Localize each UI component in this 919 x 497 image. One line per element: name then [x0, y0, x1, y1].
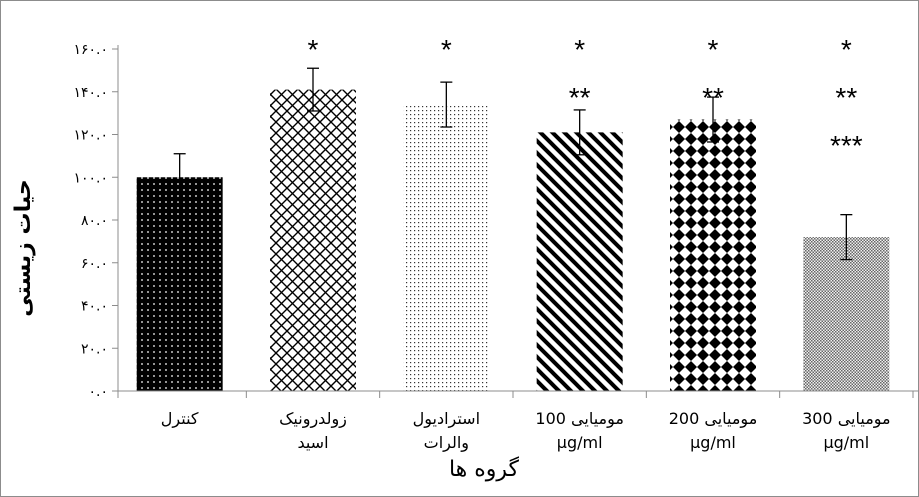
x-axis: [117, 390, 918, 398]
bar: [803, 237, 890, 391]
y-tick-label: ۲۰.۰: [81, 341, 108, 357]
y-tick-label: ۱۰۰.۰: [73, 170, 108, 186]
y-tick-label: ۱۴۰.۰: [73, 85, 108, 101]
x-category-label: مومیایی 300: [802, 409, 891, 429]
bar: [136, 177, 223, 391]
significance-markers: * * ************: [308, 34, 863, 161]
error-bar: [707, 96, 719, 143]
significance-marker: *: [441, 34, 452, 65]
x-category-label: اسید: [297, 433, 328, 452]
error-bar: [173, 153, 186, 202]
y-tick-label: ۸۰.۰: [81, 213, 108, 229]
error-bar: [307, 67, 319, 112]
x-axis-title: گروه ها: [449, 456, 520, 482]
significance-marker: **: [702, 82, 724, 113]
significance-marker: *: [308, 34, 319, 65]
y-tick-label: ۱۲۰.۰: [73, 128, 108, 144]
y-tick-label: ۶۰.۰: [81, 256, 108, 272]
y-tick-label: ۱۶۰.۰: [73, 42, 108, 58]
x-category-label: مومیایی 200: [669, 409, 758, 429]
bar: [403, 104, 490, 391]
significance-marker: **: [569, 82, 591, 113]
bars-group: [136, 89, 890, 392]
significance-marker: **: [835, 82, 857, 113]
category-labels: کنترل زولدرونیک اسید استرادیول والرات مومیایی…: [161, 409, 891, 453]
significance-marker: ***: [830, 130, 863, 161]
bar: [536, 132, 623, 392]
x-category-label: کنترل: [161, 409, 199, 429]
x-category-label: استرادیول: [413, 409, 480, 429]
significance-marker: *: [574, 34, 585, 65]
significance-marker: *: [708, 34, 719, 65]
bar: [670, 119, 756, 391]
bar: [270, 89, 356, 392]
x-category-label: مومیایی 100: [535, 409, 624, 429]
y-tick-label: ۰.۰: [89, 384, 109, 400]
x-category-label: زولدرونیک: [279, 409, 347, 429]
error-bar: [573, 109, 586, 156]
error-bar: [840, 214, 853, 261]
error-bar: [440, 81, 453, 128]
y-axis: ۰.۰ ۲۰.۰ ۴۰.۰ ۶۰.۰ ۸۰.۰ ۱۰۰.۰ ۱۲۰.۰ ۱۴۰.۰ ۱۶۰.۰: [73, 42, 119, 400]
x-category-label: والرات: [424, 433, 469, 453]
y-axis-title: حیات زیستی: [11, 179, 36, 316]
significance-marker: *: [841, 34, 852, 65]
y-tick-label: ۴۰.۰: [81, 299, 108, 315]
x-category-label: μg/ml: [690, 433, 736, 452]
x-category-label: μg/ml: [823, 433, 869, 452]
error-bars-group: [173, 67, 853, 261]
x-category-label: μg/ml: [557, 433, 603, 452]
